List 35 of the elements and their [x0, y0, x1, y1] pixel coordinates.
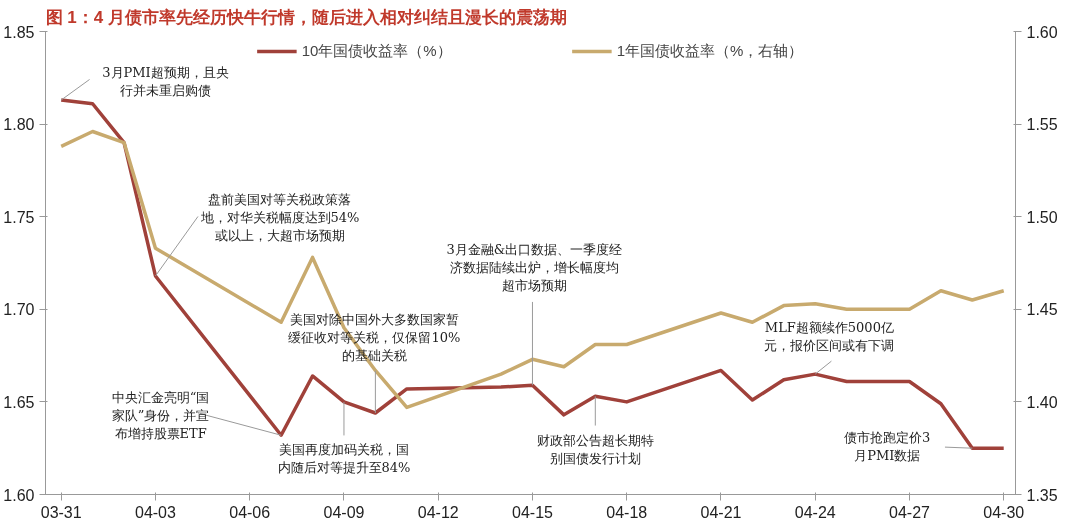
- x-tick-label: 04-21: [700, 503, 742, 521]
- x-tick-label: 03-31: [40, 503, 82, 521]
- line-series: [59, 129, 1006, 410]
- annotation: 3月金融&出口数据、一季度经济数据陆续出炉，增长幅度均超市场预期: [446, 241, 623, 293]
- annotation: 美国再度加码关税，国内随后对等提升至84%: [277, 441, 411, 475]
- x-tick-label: 04-24: [794, 503, 836, 521]
- legend-label: 10年国债收益率（%）: [301, 41, 452, 61]
- x-tick-label: 04-06: [229, 503, 271, 521]
- x-tick-label: 04-18: [606, 503, 648, 521]
- x-tick-label: 04-12: [417, 503, 459, 521]
- y-tick-label: 1.60: [3, 486, 35, 504]
- y2-tick-label: 1.60: [1026, 23, 1058, 41]
- x-tick-label: 04-30: [983, 503, 1025, 521]
- x-tick-label: 04-03: [135, 503, 177, 521]
- annotation: 债市抢跑定价3月PMI数据: [844, 429, 931, 463]
- y2-tick-label: 1.35: [1026, 486, 1058, 504]
- legend-label: 1年国债收益率（%，右轴）: [616, 41, 804, 61]
- annotation: 盘前美国对等关税政策落地，对华关税幅度达到54%或以上，大超市场预期: [199, 192, 360, 244]
- y-tick-label: 1.70: [3, 301, 35, 319]
- y-tick-label: 1.80: [3, 116, 35, 134]
- y-tick-label: 1.65: [3, 393, 35, 411]
- x-tick-label: 04-27: [889, 503, 931, 521]
- x-tick-label: 04-09: [323, 503, 365, 521]
- y2-tick-label: 1.45: [1026, 301, 1058, 319]
- x-tick-label: 04-15: [512, 503, 554, 521]
- annotation: 中央汇金亮明“国家队”身份，并宣布增持股票ETF: [111, 390, 210, 442]
- y2-tick-label: 1.50: [1026, 208, 1058, 226]
- y2-tick-label: 1.55: [1026, 116, 1058, 134]
- y-tick-label: 1.75: [3, 208, 35, 226]
- y2-tick-label: 1.40: [1026, 393, 1058, 411]
- y-tick-label: 1.85: [3, 23, 35, 41]
- annotation: 财政部公告超长期特别国债发行计划: [536, 432, 654, 466]
- annotation: MLF超额续作5000亿元，报价区间或有下调: [764, 319, 895, 353]
- annotation: 3月PMI超预期，且央行并未重启购债: [102, 65, 229, 99]
- chart-title: 图 1：4 月债市率先经历快牛行情，随后进入相对纠结且漫长的震荡期: [45, 7, 567, 27]
